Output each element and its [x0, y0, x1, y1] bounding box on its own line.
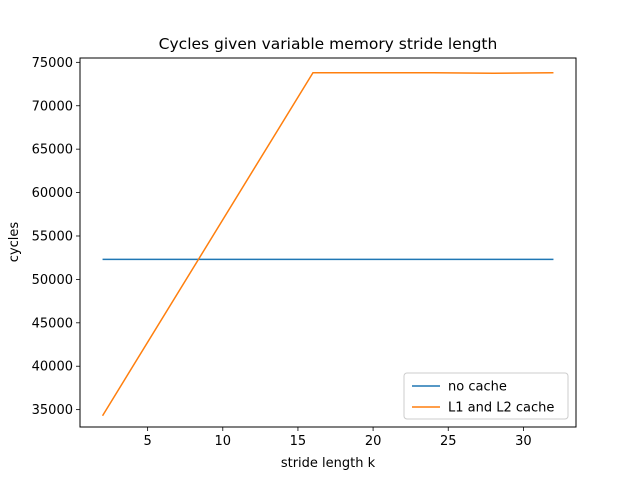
series-line-2 — [101, 72, 554, 417]
x-tick-label: 15 — [290, 434, 307, 449]
x-tick-label: 5 — [143, 434, 151, 449]
legend-label: L1 and L2 cache — [448, 401, 554, 416]
y-axis-label: cycles — [7, 222, 22, 263]
x-tick-label: 30 — [515, 434, 532, 449]
y-tick-label: 40000 — [32, 360, 73, 375]
chart-title: Cycles given variable memory stride leng… — [159, 35, 498, 53]
x-tick-label: 10 — [215, 434, 232, 449]
axes-frame — [79, 57, 577, 428]
y-tick-label: 50000 — [32, 273, 73, 288]
y-tick-label: 75000 — [32, 56, 73, 71]
x-axis: 5 10 15 20 25 30 — [143, 427, 532, 449]
y-tick-label: 45000 — [32, 316, 73, 331]
legend-box — [403, 372, 569, 420]
x-tick-label: 25 — [440, 434, 457, 449]
x-tick-label: 20 — [365, 434, 382, 449]
y-tick-label: 65000 — [32, 143, 73, 158]
y-tick-label: 35000 — [32, 403, 73, 418]
legend: no cache L1 and L2 cache — [403, 372, 569, 420]
y-axis: 35000 40000 45000 50000 55000 60000 65000 70000… — [32, 56, 80, 418]
y-tick-label: 55000 — [32, 229, 73, 244]
x-axis-label: stride length k — [281, 456, 376, 471]
legend-label: no cache — [448, 380, 507, 395]
y-tick-label: 70000 — [32, 99, 73, 114]
y-tick-label: 60000 — [32, 186, 73, 201]
plot-area — [101, 72, 554, 417]
